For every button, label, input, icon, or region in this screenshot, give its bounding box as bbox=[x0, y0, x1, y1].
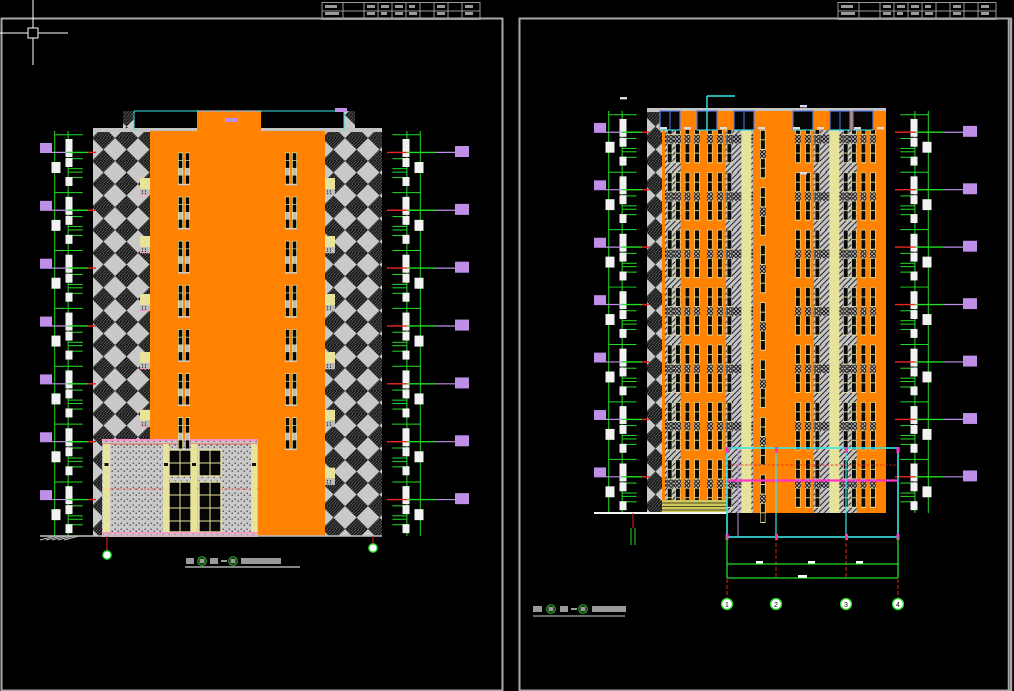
svg-text:4: 4 bbox=[896, 602, 900, 609]
svg-text:1: 1 bbox=[725, 602, 729, 609]
svg-text:2: 2 bbox=[774, 602, 778, 609]
svg-text:3: 3 bbox=[844, 602, 848, 609]
